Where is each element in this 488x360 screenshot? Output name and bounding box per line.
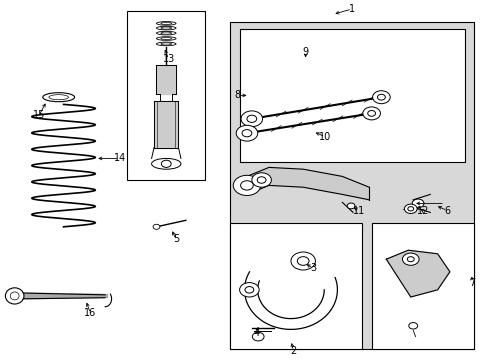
Circle shape: [408, 323, 417, 329]
Circle shape: [290, 252, 315, 270]
Circle shape: [244, 287, 253, 293]
Text: 10: 10: [318, 132, 331, 142]
Polygon shape: [23, 293, 107, 299]
Polygon shape: [246, 167, 368, 200]
Polygon shape: [156, 65, 176, 94]
Text: 12: 12: [416, 206, 428, 216]
Circle shape: [239, 283, 259, 297]
Ellipse shape: [156, 31, 176, 35]
Circle shape: [407, 207, 413, 211]
Polygon shape: [386, 250, 449, 297]
Circle shape: [367, 111, 375, 116]
Circle shape: [161, 160, 171, 167]
Circle shape: [252, 332, 264, 341]
Ellipse shape: [161, 43, 171, 45]
Ellipse shape: [156, 42, 176, 46]
Circle shape: [241, 111, 262, 127]
Ellipse shape: [43, 93, 74, 102]
Ellipse shape: [161, 37, 171, 40]
Ellipse shape: [161, 22, 171, 24]
Bar: [239, 29, 464, 162]
Circle shape: [411, 199, 423, 208]
Ellipse shape: [49, 95, 68, 100]
Ellipse shape: [151, 158, 181, 169]
Ellipse shape: [161, 32, 171, 34]
Text: 16: 16: [84, 308, 97, 318]
Circle shape: [377, 94, 385, 100]
Ellipse shape: [156, 37, 176, 40]
Ellipse shape: [161, 27, 171, 29]
Circle shape: [153, 224, 160, 229]
Polygon shape: [154, 101, 178, 148]
Ellipse shape: [10, 292, 19, 300]
Text: 15: 15: [33, 110, 45, 120]
Text: 7: 7: [468, 278, 474, 288]
Circle shape: [404, 204, 416, 213]
Circle shape: [297, 257, 308, 265]
Ellipse shape: [5, 288, 24, 304]
Circle shape: [240, 181, 253, 190]
Text: 5: 5: [173, 234, 179, 244]
Text: 11: 11: [352, 206, 365, 216]
Text: 1: 1: [348, 4, 354, 14]
Circle shape: [236, 125, 257, 141]
Bar: [229, 223, 361, 349]
Text: 2: 2: [290, 346, 296, 356]
Circle shape: [233, 175, 260, 195]
Circle shape: [372, 91, 389, 104]
Text: 6: 6: [444, 206, 449, 216]
Circle shape: [346, 203, 354, 209]
Bar: [229, 22, 473, 349]
Ellipse shape: [156, 22, 176, 25]
Bar: [127, 11, 205, 180]
Text: 3: 3: [309, 263, 315, 273]
Text: 9: 9: [302, 47, 308, 57]
Ellipse shape: [156, 26, 176, 30]
Text: 14: 14: [113, 153, 126, 163]
Circle shape: [246, 115, 256, 122]
Circle shape: [407, 257, 413, 262]
Text: 4: 4: [253, 328, 259, 338]
Circle shape: [362, 107, 380, 120]
Bar: [371, 223, 473, 349]
Text: 8: 8: [234, 90, 240, 100]
Circle shape: [257, 177, 265, 183]
Circle shape: [242, 130, 251, 137]
Text: 13: 13: [162, 54, 175, 64]
Circle shape: [251, 173, 271, 187]
Circle shape: [402, 253, 418, 265]
